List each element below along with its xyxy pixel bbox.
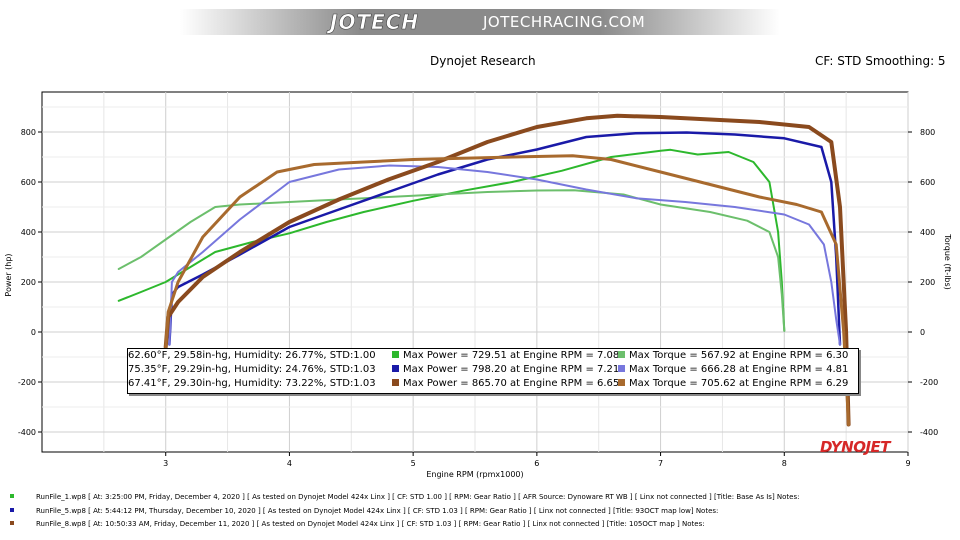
swatch-icon: [618, 379, 625, 386]
dyno-chart: 800 600 400 200 0 -200 -400 800 600 400 200 0 -200 -…: [4, 91, 952, 479]
chart-title: Dynojet Research: [430, 54, 536, 68]
legend-power-text: Max Power = 865.70 at Engine RPM = 6.65: [403, 378, 620, 389]
swatch-icon: [392, 379, 399, 386]
x-tick-label: 3: [163, 459, 168, 468]
run-color-icon: [10, 521, 14, 525]
series-line-5: [164, 154, 851, 426]
y-tick-label: 800: [21, 128, 36, 137]
series-line-0: [117, 148, 786, 332]
x-tick-label: 6: [534, 459, 539, 468]
dynojet-logo: DYNOJET: [820, 438, 891, 456]
legend-torque: Max Torque = 567.92 at Engine RPM = 6.30: [618, 350, 848, 361]
series-line-4: [163, 113, 851, 427]
y-tick-label: 600: [21, 178, 36, 187]
cf-smoothing-label: CF: STD Smoothing: 5: [815, 54, 946, 68]
footer-run8-text: RunFile_8.wp8 [ At: 10:50:33 AM, Friday,…: [36, 520, 705, 528]
legend-torque: Max Torque = 666.28 at Engine RPM = 4.81: [618, 364, 848, 375]
x-tick-label: 5: [411, 459, 416, 468]
legend-row-run5: 75.35°F, 29.29in-hg, Humidity: 24.76%, S…: [128, 364, 858, 378]
legend-power: Max Power = 798.20 at Engine RPM = 7.21: [392, 364, 619, 375]
jotech-logo: JOTECH: [330, 10, 420, 35]
swatch-icon: [392, 365, 399, 372]
footer-run5-text: RunFile_5.wp8 [ At: 5:44:12 PM, Thursday…: [36, 507, 719, 515]
x-axis-title: Engine RPM (rpmx1000): [426, 470, 523, 479]
legend-torque-text: Max Torque = 567.92 at Engine RPM = 6.30: [629, 350, 849, 361]
y-axis-ticks: 800 600 400 200 0 -200 -400: [18, 128, 42, 437]
legend-power-text: Max Power = 729.51 at Engine RPM = 7.08: [403, 350, 620, 361]
banner: JOTECH JOTECHRACING.COM: [180, 8, 780, 36]
legend-conditions: 75.35°F, 29.29in-hg, Humidity: 24.76%, S…: [128, 364, 376, 375]
banner-background: [180, 9, 780, 35]
swatch-icon: [618, 351, 625, 358]
y2-tick-label: 800: [920, 128, 935, 137]
y2-tick-label: 0: [920, 328, 925, 337]
y-tick-label: -400: [18, 428, 36, 437]
legend-conditions: 62.60°F, 29.58in-hg, Humidity: 26.77%, S…: [128, 350, 376, 361]
x-tick-label: 8: [782, 459, 787, 468]
run-color-icon: [10, 508, 14, 512]
y2-tick-label: 400: [920, 228, 935, 237]
y2-tick-label: 200: [920, 278, 935, 287]
series-line-3: [168, 164, 841, 346]
footer-run8: RunFile_8.wp8 [ At: 10:50:33 AM, Friday,…: [10, 520, 705, 532]
y2-tick-label: 600: [920, 178, 935, 187]
legend-conditions: 67.41°F, 29.30in-hg, Humidity: 73.22%, S…: [128, 378, 376, 389]
legend-power: Max Power = 729.51 at Engine RPM = 7.08: [392, 350, 619, 361]
footer-run1: RunFile_1.wp8 [ At: 3:25:00 PM, Friday, …: [10, 493, 800, 505]
swatch-icon: [618, 365, 625, 372]
y2-axis-ticks: 800 600 400 200 0 -200 -400: [908, 128, 938, 437]
y-axis-title: Power (hp): [4, 253, 13, 296]
legend-power: Max Power = 865.70 at Engine RPM = 6.65: [392, 378, 619, 389]
legend-torque: Max Torque = 705.62 at Engine RPM = 6.29: [618, 378, 848, 389]
swatch-icon: [392, 351, 399, 358]
legend-power-text: Max Power = 798.20 at Engine RPM = 7.21: [403, 364, 620, 375]
footer-run1-text: RunFile_1.wp8 [ At: 3:25:00 PM, Friday, …: [36, 493, 800, 501]
x-tick-label: 9: [905, 459, 910, 468]
legend-row-run8: 67.41°F, 29.30in-hg, Humidity: 73.22%, S…: [128, 378, 858, 392]
y-tick-label: 0: [31, 328, 36, 337]
x-tick-label: 4: [287, 459, 292, 468]
legend-row-run1: 62.60°F, 29.58in-hg, Humidity: 26.77%, S…: [128, 350, 858, 364]
footer-run5: RunFile_5.wp8 [ At: 5:44:12 PM, Thursday…: [10, 507, 718, 519]
y2-tick-label: -200: [920, 378, 938, 387]
y2-axis-title: Torque (ft-lbs): [943, 233, 952, 290]
y-tick-label: 400: [21, 228, 36, 237]
y-tick-label: -200: [18, 378, 36, 387]
x-tick-label: 7: [658, 459, 663, 468]
chart-series: [117, 113, 851, 427]
legend-torque-text: Max Torque = 666.28 at Engine RPM = 4.81: [629, 364, 849, 375]
x-axis-ticks: 3 4 5 6 7 8 9: [163, 452, 911, 468]
y2-tick-label: -400: [920, 428, 938, 437]
legend-torque-text: Max Torque = 705.62 at Engine RPM = 6.29: [629, 378, 849, 389]
run-legend: 62.60°F, 29.58in-hg, Humidity: 26.77%, S…: [127, 348, 859, 394]
run-color-icon: [10, 494, 14, 498]
series-line-1: [117, 189, 786, 332]
y-tick-label: 200: [21, 278, 36, 287]
banner-site-url: JOTECHRACING.COM: [483, 13, 646, 31]
